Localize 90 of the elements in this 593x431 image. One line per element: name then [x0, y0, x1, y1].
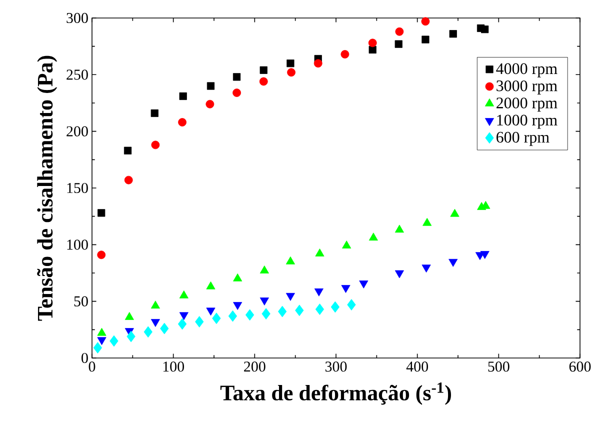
point [179, 312, 188, 320]
point [394, 224, 404, 233]
point [212, 312, 221, 324]
point [422, 218, 432, 226]
point [98, 209, 106, 217]
point [178, 318, 187, 330]
point [195, 316, 204, 328]
point [97, 328, 106, 336]
point [260, 66, 268, 74]
point [394, 40, 402, 48]
point [179, 290, 188, 298]
y-tick-label: 300 [66, 12, 88, 24]
point [286, 60, 294, 68]
point [448, 258, 458, 267]
point [422, 36, 430, 44]
x-tick-label: 500 [488, 362, 510, 372]
point [340, 50, 350, 58]
point [206, 82, 215, 90]
point [97, 250, 106, 260]
point [160, 322, 169, 334]
point [110, 335, 118, 347]
y-tick-label: 100 [67, 240, 88, 250]
point [206, 308, 216, 316]
point [93, 342, 102, 354]
point [286, 292, 295, 301]
point [124, 176, 133, 184]
y-tick-label: 200 [66, 126, 88, 136]
point [450, 208, 460, 217]
point [422, 264, 431, 273]
point [151, 140, 160, 150]
legend-label: 2000 rpm [496, 98, 558, 112]
point [206, 100, 214, 108]
y-tick-label: 50 [74, 296, 88, 306]
x-tick-label: 100 [163, 362, 184, 372]
point [295, 304, 304, 316]
point [259, 77, 268, 86]
point [206, 281, 216, 290]
point [233, 273, 242, 282]
point [124, 146, 132, 154]
point [368, 232, 378, 241]
point [150, 319, 160, 327]
legend-label: 3000 rpm [496, 80, 558, 94]
point [178, 118, 186, 126]
point [232, 88, 241, 97]
y-tick-label: 0 [82, 352, 88, 364]
point [314, 59, 322, 68]
x-axis-title: Taxa de deformação (s$^{-1}$) [220, 382, 451, 405]
x-tick-label: 0 [88, 362, 96, 372]
point [260, 298, 269, 306]
point [394, 270, 404, 278]
point [368, 46, 376, 54]
point [341, 285, 350, 293]
point [228, 310, 238, 322]
point [262, 308, 270, 320]
legend-label: 4000 rpm [496, 63, 558, 78]
point [126, 330, 136, 342]
point [480, 251, 490, 259]
point [368, 38, 377, 48]
point [245, 309, 254, 321]
y-axis-title: Tensão de cisalhamento (Pa) [37, 56, 58, 321]
point [315, 304, 324, 315]
x-tick-label: 600 [569, 362, 591, 372]
point [144, 326, 152, 338]
point [97, 337, 106, 346]
point [330, 301, 340, 313]
legend-label: 1000 rpm [497, 114, 558, 129]
legend-label: 600 rpm [496, 132, 550, 146]
point [232, 73, 241, 81]
point [347, 299, 356, 310]
point [278, 306, 287, 318]
point [395, 27, 404, 36]
x-tick-label: 300 [325, 362, 347, 372]
point [359, 280, 368, 288]
point [287, 68, 296, 77]
point [314, 288, 324, 296]
x-tick-label: 400 [406, 362, 428, 372]
y-tick-label: 250 [66, 70, 88, 80]
point [150, 300, 160, 309]
point [421, 17, 430, 26]
point [286, 256, 295, 264]
point [481, 26, 489, 34]
point [260, 266, 269, 274]
point [342, 240, 352, 248]
point [179, 92, 187, 100]
point [233, 302, 242, 310]
point [449, 30, 457, 38]
point [315, 248, 324, 256]
y-tick-label: 150 [67, 182, 88, 194]
point [150, 109, 158, 117]
x-tick-label: 200 [244, 362, 266, 372]
